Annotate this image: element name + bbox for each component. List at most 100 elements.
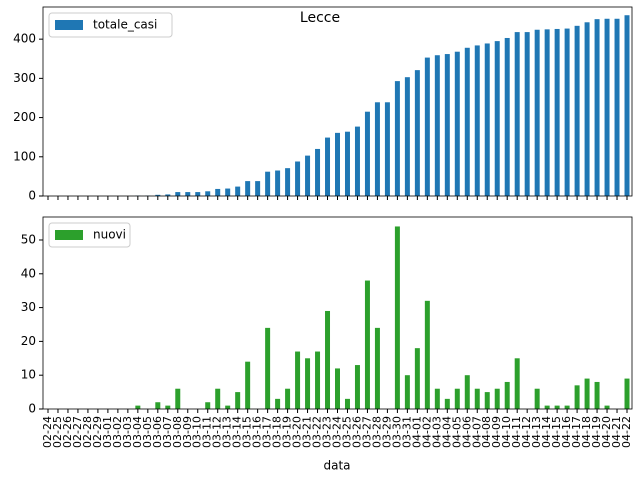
bar bbox=[175, 388, 181, 409]
bar bbox=[205, 402, 211, 409]
x-tick-label: 04-19 bbox=[590, 416, 603, 448]
bar bbox=[564, 405, 570, 409]
legend-swatch bbox=[55, 230, 83, 240]
bar bbox=[325, 310, 331, 409]
bar bbox=[434, 55, 440, 197]
x-tick-label: 03-04 bbox=[131, 416, 144, 448]
y-tick-label: 200 bbox=[13, 110, 36, 124]
x-tick-label: 03-30 bbox=[390, 416, 403, 448]
x-tick-label: 03-22 bbox=[311, 416, 324, 448]
x-tick-label: 04-03 bbox=[430, 416, 443, 448]
bar bbox=[514, 32, 520, 197]
bar bbox=[454, 388, 460, 409]
x-tick-label: 04-01 bbox=[410, 416, 423, 448]
x-tick-label: 04-12 bbox=[520, 416, 533, 448]
x-tick-label: 03-13 bbox=[221, 416, 234, 448]
y-tick-label: 100 bbox=[13, 149, 36, 163]
x-tick-label: 03-15 bbox=[241, 416, 254, 448]
bar bbox=[484, 392, 490, 409]
bar bbox=[175, 192, 181, 196]
bar bbox=[185, 192, 191, 196]
bar bbox=[574, 385, 580, 409]
x-tick-label: 03-08 bbox=[171, 416, 184, 448]
bar bbox=[544, 29, 550, 197]
bar bbox=[255, 181, 261, 196]
x-tick-label: 03-27 bbox=[360, 416, 373, 448]
bar bbox=[554, 405, 560, 409]
bar bbox=[574, 25, 580, 196]
x-tick-label: 03-26 bbox=[350, 416, 363, 448]
x-tick-label: 04-08 bbox=[480, 416, 493, 448]
x-tick-label: 03-20 bbox=[291, 416, 304, 448]
axes-frame bbox=[42, 216, 633, 410]
x-tick-label: 04-09 bbox=[490, 416, 503, 448]
x-tick-label: 03-25 bbox=[340, 416, 353, 448]
x-tick-label: 03-31 bbox=[400, 416, 413, 448]
x-tick-label: 04-04 bbox=[440, 416, 453, 448]
bar bbox=[275, 398, 281, 409]
bar bbox=[215, 188, 221, 196]
x-tick-label: 03-18 bbox=[271, 416, 284, 448]
bar bbox=[225, 188, 231, 196]
y-tick-label: 30 bbox=[21, 300, 36, 314]
x-tick-label: 03-17 bbox=[261, 416, 274, 448]
x-tick-label: 03-07 bbox=[161, 416, 174, 448]
x-tick-label: 04-11 bbox=[510, 416, 523, 448]
bar bbox=[614, 18, 620, 196]
y-tick-label: 0 bbox=[28, 402, 36, 416]
bar bbox=[464, 47, 470, 196]
bar bbox=[344, 131, 350, 196]
x-tick-label: 02-25 bbox=[51, 416, 64, 448]
bar bbox=[155, 402, 161, 409]
x-tick-label: 04-16 bbox=[560, 416, 573, 448]
legend-box bbox=[48, 222, 131, 248]
x-tick-label: 03-16 bbox=[251, 416, 264, 448]
bar bbox=[295, 351, 301, 409]
x-tick-label: 02-28 bbox=[81, 416, 94, 448]
bar bbox=[474, 45, 480, 197]
bar bbox=[534, 29, 540, 197]
axes-frame bbox=[42, 6, 633, 197]
legend-box bbox=[48, 12, 173, 38]
bar bbox=[235, 186, 241, 196]
bar bbox=[414, 70, 420, 196]
x-axis-label: data bbox=[323, 459, 350, 473]
x-tick-label: 02-24 bbox=[41, 416, 54, 448]
bar bbox=[594, 381, 600, 409]
x-tick-label: 02-26 bbox=[61, 416, 74, 448]
bar bbox=[624, 15, 630, 197]
bar bbox=[265, 327, 271, 409]
bar bbox=[484, 43, 490, 197]
x-tick-label: 04-22 bbox=[620, 416, 633, 448]
bar bbox=[494, 388, 500, 409]
x-tick-label: 03-05 bbox=[141, 416, 154, 448]
bar bbox=[474, 388, 480, 409]
bar bbox=[444, 398, 450, 409]
bar bbox=[424, 300, 430, 409]
bar bbox=[374, 102, 380, 196]
x-tick-label: 03-12 bbox=[211, 416, 224, 448]
bar bbox=[205, 191, 211, 196]
bar bbox=[364, 280, 370, 409]
bar bbox=[305, 155, 311, 196]
bar bbox=[624, 378, 630, 409]
bar bbox=[285, 388, 291, 409]
bar bbox=[285, 168, 291, 196]
bar bbox=[354, 126, 360, 196]
bar bbox=[584, 378, 590, 409]
bar bbox=[454, 51, 460, 196]
x-tick-label: 04-14 bbox=[540, 416, 553, 448]
bar bbox=[305, 358, 311, 409]
bar bbox=[155, 194, 161, 196]
y-tick-label: 400 bbox=[13, 32, 36, 46]
bar bbox=[165, 405, 171, 409]
bar bbox=[504, 381, 510, 409]
bar bbox=[604, 405, 610, 409]
bar bbox=[215, 388, 221, 409]
x-tick-label: 04-21 bbox=[610, 416, 623, 448]
bar bbox=[335, 368, 340, 409]
x-tick-label: 04-06 bbox=[460, 416, 473, 448]
x-tick-label: 03-11 bbox=[201, 416, 214, 448]
x-tick-label: 04-20 bbox=[600, 416, 613, 448]
bar bbox=[315, 148, 321, 196]
